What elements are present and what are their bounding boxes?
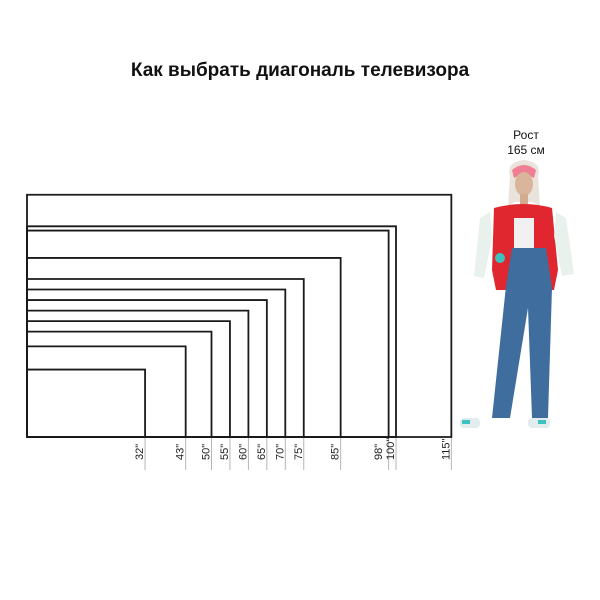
shoe-accent bbox=[538, 420, 546, 424]
diagonal-label-32: 32" bbox=[134, 444, 146, 460]
tv-outline-50 bbox=[26, 330, 213, 438]
diagonal-label-70: 70" bbox=[274, 444, 286, 460]
diagonal-label-55: 55" bbox=[219, 444, 231, 460]
tv-outline-55 bbox=[26, 320, 231, 438]
diagonal-label-75: 75" bbox=[293, 444, 305, 460]
height-value: 165 см bbox=[507, 143, 545, 157]
tv-outline-98 bbox=[26, 229, 390, 438]
left-sleeve bbox=[474, 212, 492, 278]
diagonal-label-115: 115" bbox=[440, 438, 452, 460]
diagonal-label-50: 50" bbox=[201, 444, 213, 460]
tv-outline-60 bbox=[26, 309, 250, 438]
person-figure bbox=[460, 160, 574, 428]
person-height-caption: Рост 165 см bbox=[490, 128, 562, 158]
diagonal-label-98: 98" bbox=[373, 444, 385, 460]
shoe-accent bbox=[462, 420, 470, 424]
neck bbox=[520, 194, 528, 204]
height-label: Рост bbox=[513, 128, 539, 142]
tv-outline-70 bbox=[26, 288, 287, 438]
hair-pink bbox=[512, 165, 536, 178]
tv-outline-75 bbox=[26, 278, 305, 438]
diagonal-label-60: 60" bbox=[237, 444, 249, 460]
diagonal-label-65: 65" bbox=[256, 444, 268, 460]
patch bbox=[495, 253, 505, 263]
diagonal-labels: 32" 43" 50" 55" 60" 65" 70" 75" 85" 98" 100" 115" bbox=[134, 438, 452, 460]
tv-outline-32 bbox=[26, 368, 146, 438]
diagonal-label-43: 43" bbox=[175, 444, 187, 460]
tv-outline-85 bbox=[26, 257, 342, 438]
tv-outlines bbox=[26, 193, 453, 438]
tv-outline-43 bbox=[26, 345, 187, 438]
guide-lines bbox=[144, 437, 452, 470]
head bbox=[515, 172, 533, 196]
top bbox=[514, 218, 534, 248]
right-sleeve bbox=[554, 212, 574, 276]
diagonal-label-85: 85" bbox=[330, 444, 342, 460]
jeans bbox=[492, 248, 552, 418]
tv-outline-115 bbox=[26, 193, 453, 438]
page-title: Как выбрать диагональ телевизора bbox=[130, 60, 470, 81]
diagonal-label-100: 100" bbox=[385, 438, 397, 460]
